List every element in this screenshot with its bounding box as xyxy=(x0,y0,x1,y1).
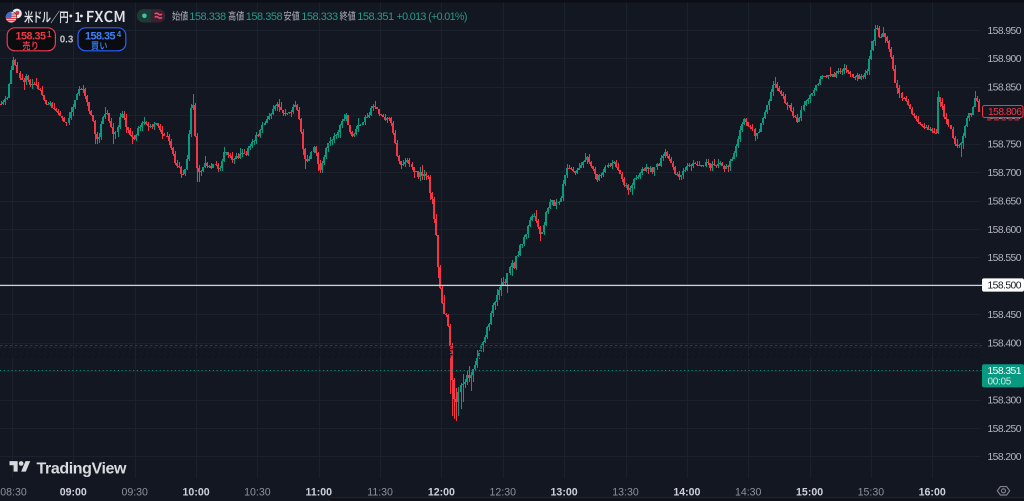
svg-text:TradingView: TradingView xyxy=(37,460,128,477)
svg-text:158.550: 158.550 xyxy=(988,253,1022,264)
svg-text:12:00: 12:00 xyxy=(428,487,455,499)
svg-text:158.333: 158.333 xyxy=(301,11,338,23)
svg-text:158.806: 158.806 xyxy=(988,107,1022,118)
svg-text:15:30: 15:30 xyxy=(858,487,885,499)
svg-text:11:00: 11:00 xyxy=(306,487,333,499)
svg-text:158.650: 158.650 xyxy=(988,196,1022,207)
svg-text:158.351: 158.351 xyxy=(357,11,394,23)
svg-text:14:00: 14:00 xyxy=(673,487,700,499)
svg-text:158.35: 158.35 xyxy=(85,30,116,42)
svg-text:158.950: 158.950 xyxy=(988,26,1022,37)
svg-text:158.358: 158.358 xyxy=(246,11,283,23)
svg-text:158.351: 158.351 xyxy=(988,366,1022,377)
svg-text:158.600: 158.600 xyxy=(988,225,1022,236)
svg-text:158.200: 158.200 xyxy=(988,452,1022,463)
svg-text:158.850: 158.850 xyxy=(988,83,1022,94)
svg-text:13:00: 13:00 xyxy=(551,487,578,499)
svg-text:11:30: 11:30 xyxy=(367,487,393,499)
svg-text:09:30: 09:30 xyxy=(121,487,148,499)
svg-text:10:00: 10:00 xyxy=(183,487,210,499)
svg-text:09:00: 09:00 xyxy=(60,487,87,499)
svg-text:+0.013 (+0.01%): +0.013 (+0.01%) xyxy=(397,11,467,23)
svg-text:0.3: 0.3 xyxy=(60,35,74,46)
svg-text:158.250: 158.250 xyxy=(988,424,1022,435)
svg-text:158.500: 158.500 xyxy=(988,281,1022,292)
svg-text:12:30: 12:30 xyxy=(490,487,517,499)
svg-text:158.300: 158.300 xyxy=(988,395,1022,406)
svg-text:15:00: 15:00 xyxy=(796,487,823,499)
svg-text:158.338: 158.338 xyxy=(189,11,226,23)
svg-text:158.750: 158.750 xyxy=(988,140,1022,151)
svg-text:158.35: 158.35 xyxy=(16,30,47,42)
svg-text:158.900: 158.900 xyxy=(988,54,1022,65)
svg-text:13:30: 13:30 xyxy=(612,487,639,499)
svg-text:1: 1 xyxy=(47,30,52,39)
svg-text:16:00: 16:00 xyxy=(919,487,946,499)
svg-text:158.400: 158.400 xyxy=(988,339,1022,350)
svg-text:14:30: 14:30 xyxy=(735,487,762,499)
svg-text:00:05: 00:05 xyxy=(988,377,1012,388)
svg-text:10:30: 10:30 xyxy=(244,487,271,499)
svg-text:158.700: 158.700 xyxy=(988,168,1022,179)
svg-text:158.450: 158.450 xyxy=(988,310,1022,321)
svg-text:08:30: 08:30 xyxy=(0,487,27,499)
svg-text:4: 4 xyxy=(117,30,122,39)
